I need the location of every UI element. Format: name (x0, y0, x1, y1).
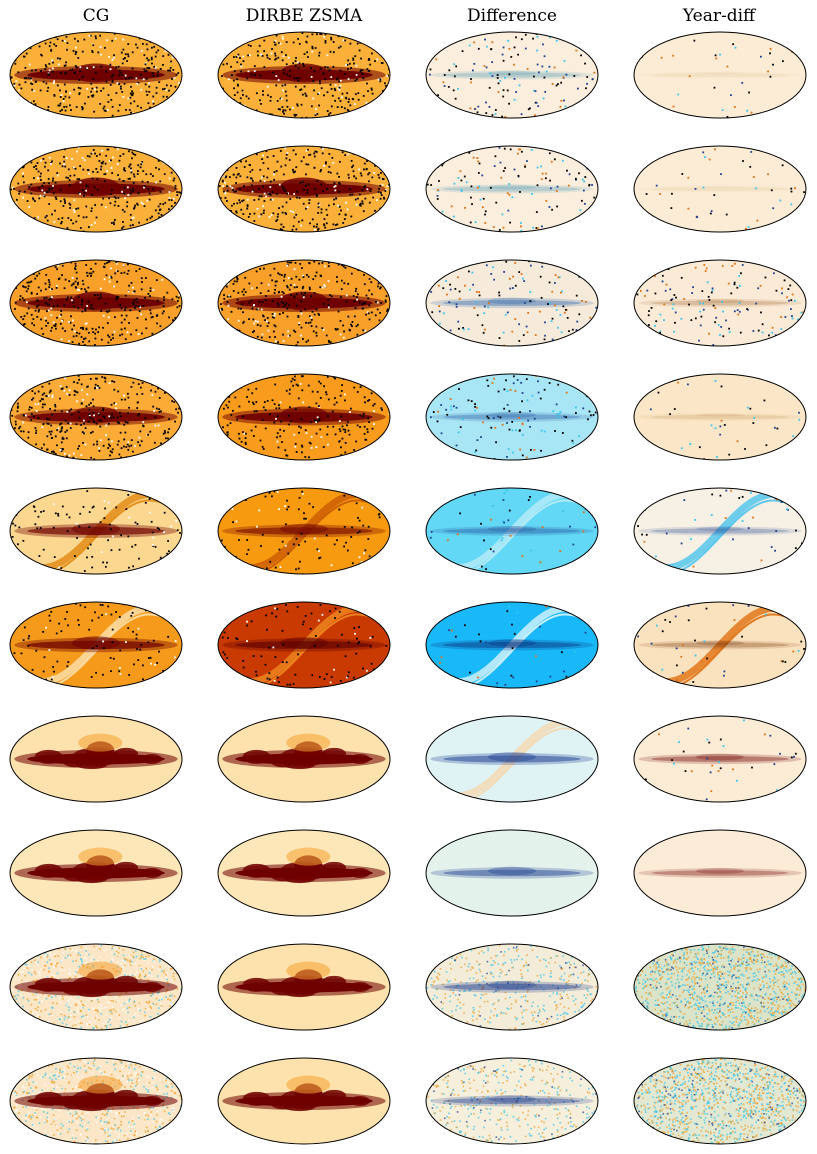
sky-map-outline (633, 829, 807, 917)
sky-map-r8-c1 (10, 830, 182, 916)
sky-map-r7-c1 (10, 716, 182, 802)
sky-map-outline (633, 259, 807, 347)
sky-map-r2-c4 (634, 146, 806, 232)
sky-map-outline (9, 943, 183, 1031)
sky-map-outline (217, 373, 391, 461)
sky-map-r9-c2 (218, 944, 390, 1030)
sky-map-outline (9, 373, 183, 461)
sky-map-outline (633, 1057, 807, 1145)
sky-map-r5-c3 (426, 488, 598, 574)
sky-map-r6-c1 (10, 602, 182, 688)
sky-map-outline (217, 601, 391, 689)
sky-map-r7-c2 (218, 716, 390, 802)
sky-map-r3-c1 (10, 260, 182, 346)
sky-map-outline (425, 31, 599, 119)
sky-map-r3-c2 (218, 260, 390, 346)
sky-map-outline (633, 601, 807, 689)
sky-map-r10-c1 (10, 1058, 182, 1144)
column-title-cg: CG (82, 6, 110, 26)
sky-map-r2-c2 (218, 146, 390, 232)
sky-map-outline (425, 715, 599, 803)
sky-map-r4-c4 (634, 374, 806, 460)
sky-map-outline (9, 487, 183, 575)
sky-map-r8-c3 (426, 830, 598, 916)
sky-map-outline (633, 145, 807, 233)
sky-map-outline (9, 715, 183, 803)
sky-map-r4-c2 (218, 374, 390, 460)
column-title-difference: Difference (467, 6, 557, 26)
sky-map-r6-c4 (634, 602, 806, 688)
sky-map-outline (633, 373, 807, 461)
sky-map-outline (9, 259, 183, 347)
sky-map-r2-c3 (426, 146, 598, 232)
sky-map-r4-c1 (10, 374, 182, 460)
column-title-year-diff: Year-diff (682, 6, 756, 26)
sky-map-outline (633, 487, 807, 575)
sky-map-outline (9, 145, 183, 233)
sky-map-outline (633, 943, 807, 1031)
sky-map-outline (425, 145, 599, 233)
sky-map-outline (217, 145, 391, 233)
column-title-dirbe-zsma: DIRBE ZSMA (245, 6, 363, 26)
sky-map-r9-c3 (426, 944, 598, 1030)
sky-map-outline (633, 31, 807, 119)
sky-map-outline (217, 487, 391, 575)
sky-map-outline (217, 829, 391, 917)
sky-map-outline (217, 715, 391, 803)
sky-map-r7-c4 (634, 716, 806, 802)
sky-map-outline (425, 259, 599, 347)
sky-map-outline (425, 373, 599, 461)
sky-map-outline (425, 1057, 599, 1145)
sky-map-r8-c2 (218, 830, 390, 916)
sky-map-outline (9, 829, 183, 917)
sky-map-outline (217, 259, 391, 347)
sky-map-r5-c1 (10, 488, 182, 574)
sky-map-r4-c3 (426, 374, 598, 460)
sky-map-outline (425, 829, 599, 917)
sky-map-r1-c1 (10, 32, 182, 118)
sky-map-r10-c2 (218, 1058, 390, 1144)
sky-map-outline (9, 31, 183, 119)
sky-map-outline (217, 943, 391, 1031)
sky-map-r8-c4 (634, 830, 806, 916)
sky-map-outline (9, 601, 183, 689)
sky-map-outline (425, 943, 599, 1031)
sky-map-r3-c4 (634, 260, 806, 346)
sky-map-outline (217, 1057, 391, 1145)
sky-map-outline (425, 487, 599, 575)
sky-map-outline (425, 601, 599, 689)
sky-map-r7-c3 (426, 716, 598, 802)
sky-map-outline (633, 715, 807, 803)
sky-map-r9-c4 (634, 944, 806, 1030)
sky-map-outline (217, 31, 391, 119)
sky-map-r1-c3 (426, 32, 598, 118)
sky-map-r9-c1 (10, 944, 182, 1030)
sky-map-outline (9, 1057, 183, 1145)
sky-map-r1-c4 (634, 32, 806, 118)
sky-map-r10-c4 (634, 1058, 806, 1144)
sky-map-r1-c2 (218, 32, 390, 118)
